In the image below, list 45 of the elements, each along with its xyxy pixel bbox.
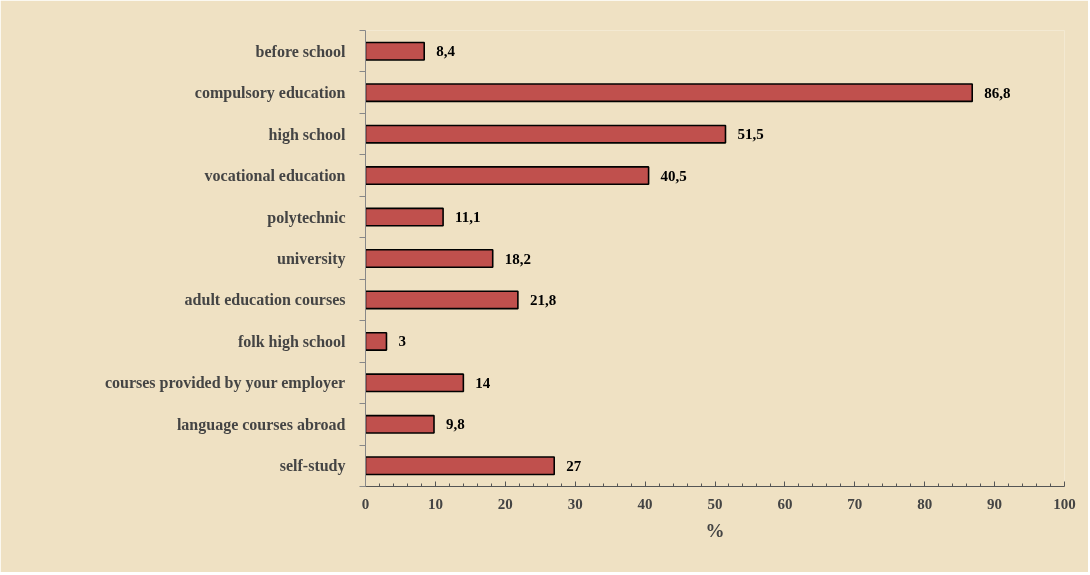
x-tick-label: 50 [707, 495, 723, 512]
bar [365, 373, 465, 393]
x-tick-label: 90 [987, 495, 1003, 512]
y-tick-label: before school [255, 42, 347, 60]
data-label: 51,5 [737, 126, 764, 143]
x-tick-label: 0 [361, 495, 370, 512]
x-axis-title: % [705, 519, 725, 541]
x-tick-label: 10 [427, 495, 443, 512]
x-tick-label: 60 [777, 495, 793, 512]
bar [365, 331, 388, 351]
bar [365, 124, 727, 144]
y-tick-label: university [277, 250, 346, 268]
y-tick-label: adult education courses [184, 291, 346, 309]
data-label: 9,8 [446, 416, 465, 433]
bar [365, 248, 494, 269]
x-tick-label: 100 [1053, 495, 1076, 512]
data-label: 11,1 [455, 209, 481, 226]
data-label: 14 [475, 374, 491, 391]
y-tick-label: vocational education [204, 167, 346, 185]
x-tick-label: 30 [567, 495, 583, 512]
bar [365, 83, 974, 103]
x-tick-label: 70 [847, 495, 863, 512]
bar [365, 290, 519, 310]
data-label: 27 [566, 457, 582, 474]
bar [365, 166, 650, 186]
data-label: 3 [398, 333, 406, 350]
data-label: 86,8 [984, 84, 1011, 101]
y-tick-label: folk high school [237, 332, 347, 351]
bar [365, 414, 435, 434]
x-tick-label: 80 [917, 495, 933, 512]
y-tick-label: polytechnic [267, 208, 346, 227]
data-label: 40,5 [660, 167, 687, 184]
data-label: 18,2 [504, 250, 531, 267]
y-tick-label: courses provided by your employer [104, 374, 346, 393]
y-tick-label: self-study [279, 457, 346, 476]
x-tick-label: 40 [637, 495, 653, 512]
bar [365, 41, 426, 61]
x-tick-label: 20 [497, 495, 513, 512]
y-tick-label: high school [268, 125, 347, 144]
y-tick-label: compulsory education [194, 84, 346, 103]
bar [365, 207, 444, 227]
y-tick-label: language courses abroad [176, 415, 346, 434]
data-label: 8,4 [436, 43, 456, 60]
bar [365, 456, 556, 476]
data-label: 21,8 [529, 291, 557, 308]
